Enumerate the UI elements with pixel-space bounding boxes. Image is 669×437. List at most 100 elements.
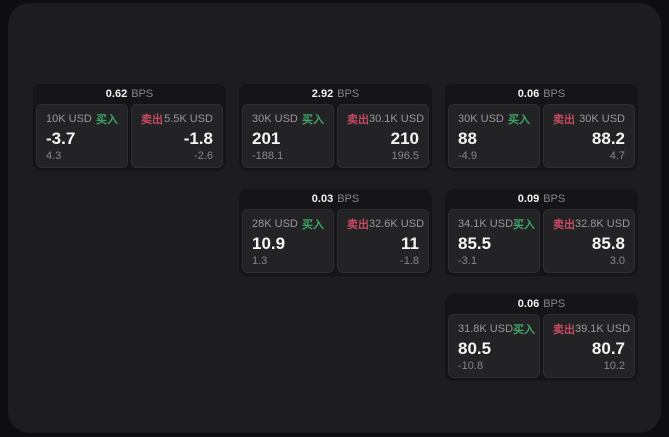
quote-card-body: 10K USD 买入 -3.7 4.3 卖出 5.5K USD -1.8 -2.…: [36, 104, 223, 168]
buy-size: 30K USD: [458, 113, 504, 125]
buy-change: 1.3: [252, 255, 268, 267]
bps-unit-label: BPS: [337, 193, 360, 205]
buy-price: -3.7: [46, 128, 76, 148]
sell-panel[interactable]: 卖出 30K USD 88.2 4.7: [543, 104, 635, 168]
quote-card-body: 30K USD 买入 88 -4.9 卖出 30K USD 88.2 4.7: [448, 104, 635, 168]
quote-card-header: 0.09 BPS: [448, 189, 635, 209]
buy-header-row: 28K USD 买入: [252, 216, 324, 232]
quote-card[interactable]: 0.06 BPS 30K USD 买入 88 -4.9 卖出 30K USD 8…: [445, 84, 638, 171]
buy-price: 10.9: [252, 233, 286, 253]
sell-change: -1.8: [400, 255, 419, 267]
sell-header-row: 卖出 5.5K USD: [141, 111, 213, 127]
app-panel: 0.62 BPS 10K USD 买入 -3.7 4.3 卖出 5.5K USD…: [8, 3, 661, 433]
sell-header-row: 卖出 39.1K USD: [553, 321, 630, 337]
buy-panel[interactable]: 30K USD 买入 88 -4.9: [448, 104, 540, 168]
buy-panel[interactable]: 28K USD 买入 10.9 1.3: [242, 209, 334, 273]
sell-change: -2.6: [194, 150, 213, 162]
sell-change: 10.2: [603, 360, 625, 372]
quote-card-header: 0.03 BPS: [242, 189, 429, 209]
sell-label: 卖出: [141, 114, 163, 126]
sell-header-row: 卖出 30.1K USD: [347, 111, 424, 127]
sell-change: 3.0: [609, 255, 625, 267]
quote-card[interactable]: 2.92 BPS 30K USD 买入 201 -188.1 卖出 30.1K …: [239, 84, 432, 171]
buy-label: 买入: [508, 114, 530, 126]
bps-value: 0.03: [311, 193, 334, 205]
sell-header-row: 卖出 30K USD: [553, 111, 625, 127]
bps-unit-label: BPS: [543, 193, 566, 205]
sell-label: 卖出: [553, 219, 575, 231]
quote-card[interactable]: 0.03 BPS 28K USD 买入 10.9 1.3 卖出 32.6K US…: [239, 189, 432, 276]
quote-card[interactable]: 0.06 BPS 31.8K USD 买入 80.5 -10.8 卖出 39.1…: [445, 294, 638, 381]
sell-price: 11: [401, 233, 419, 253]
sell-size: 30.1K USD: [369, 113, 425, 125]
quote-card[interactable]: 0.62 BPS 10K USD 买入 -3.7 4.3 卖出 5.5K USD…: [33, 84, 226, 171]
sell-label: 卖出: [553, 114, 575, 126]
sell-size: 5.5K USD: [164, 113, 213, 125]
buy-size: 10K USD: [46, 113, 92, 125]
sell-change: 4.7: [609, 150, 625, 162]
sell-size: 32.6K USD: [369, 218, 425, 230]
buy-panel[interactable]: 10K USD 买入 -3.7 4.3: [36, 104, 128, 168]
quote-card-body: 30K USD 买入 201 -188.1 卖出 30.1K USD 210 1…: [242, 104, 429, 168]
sell-price: 88.2: [591, 128, 625, 148]
quote-card-body: 28K USD 买入 10.9 1.3 卖出 32.6K USD 11 -1.8: [242, 209, 429, 273]
sell-panel[interactable]: 卖出 39.1K USD 80.7 10.2: [543, 314, 635, 378]
buy-change: -188.1: [252, 150, 284, 162]
bps-value: 0.09: [517, 193, 540, 205]
quote-card-header: 2.92 BPS: [242, 84, 429, 104]
buy-change: 4.3: [46, 150, 62, 162]
sell-size: 32.8K USD: [575, 218, 631, 230]
quote-card-body: 31.8K USD 买入 80.5 -10.8 卖出 39.1K USD 80.…: [448, 314, 635, 378]
quote-card-body: 34.1K USD 买入 85.5 -3.1 卖出 32.8K USD 85.8…: [448, 209, 635, 273]
bps-value: 0.62: [105, 88, 128, 100]
buy-header-row: 30K USD 买入: [252, 111, 324, 127]
bps-unit-label: BPS: [543, 88, 566, 100]
buy-size: 34.1K USD: [458, 218, 514, 230]
sell-label: 卖出: [347, 114, 369, 126]
quote-card-header: 0.06 BPS: [448, 84, 635, 104]
quote-card-header: 0.62 BPS: [36, 84, 223, 104]
buy-label: 买入: [513, 219, 536, 231]
sell-price: 85.8: [591, 233, 625, 253]
bps-unit-label: BPS: [337, 88, 360, 100]
sell-size: 39.1K USD: [575, 323, 631, 335]
buy-size: 30K USD: [252, 113, 298, 125]
buy-price: 201: [252, 128, 281, 148]
buy-change: -4.9: [458, 150, 477, 162]
buy-label: 买入: [302, 219, 324, 231]
buy-panel[interactable]: 31.8K USD 买入 80.5 -10.8: [448, 314, 540, 378]
bps-value: 0.06: [517, 88, 540, 100]
sell-price: 210: [390, 128, 419, 148]
quote-card[interactable]: 0.09 BPS 34.1K USD 买入 85.5 -3.1 卖出 32.8K…: [445, 189, 638, 276]
sell-size: 30K USD: [579, 113, 625, 125]
buy-label: 买入: [96, 114, 118, 126]
bps-value: 0.06: [517, 298, 540, 310]
sell-panel[interactable]: 卖出 5.5K USD -1.8 -2.6: [131, 104, 223, 168]
buy-price: 88: [458, 128, 477, 148]
sell-change: 196.5: [391, 150, 419, 162]
buy-label: 买入: [513, 324, 536, 336]
buy-size: 31.8K USD: [458, 323, 514, 335]
sell-label: 卖出: [347, 219, 369, 231]
buy-size: 28K USD: [252, 218, 298, 230]
sell-panel[interactable]: 卖出 32.6K USD 11 -1.8: [337, 209, 429, 273]
buy-panel[interactable]: 30K USD 买入 201 -188.1: [242, 104, 334, 168]
bps-unit-label: BPS: [543, 298, 566, 310]
buy-price: 80.5: [458, 338, 492, 358]
bps-unit-label: BPS: [131, 88, 154, 100]
sell-header-row: 卖出 32.6K USD: [347, 216, 424, 232]
buy-header-row: 34.1K USD 买入: [458, 216, 535, 232]
buy-header-row: 10K USD 买入: [46, 111, 118, 127]
sell-panel[interactable]: 卖出 32.8K USD 85.8 3.0: [543, 209, 635, 273]
bps-value: 2.92: [311, 88, 334, 100]
buy-price: 85.5: [458, 233, 492, 253]
buy-label: 买入: [302, 114, 324, 126]
sell-panel[interactable]: 卖出 30.1K USD 210 196.5: [337, 104, 429, 168]
sell-header-row: 卖出 32.8K USD: [553, 216, 630, 232]
buy-panel[interactable]: 34.1K USD 买入 85.5 -3.1: [448, 209, 540, 273]
sell-price: 80.7: [591, 338, 625, 358]
buy-change: -3.1: [458, 255, 477, 267]
buy-change: -10.8: [458, 360, 484, 372]
buy-header-row: 31.8K USD 买入: [458, 321, 535, 337]
